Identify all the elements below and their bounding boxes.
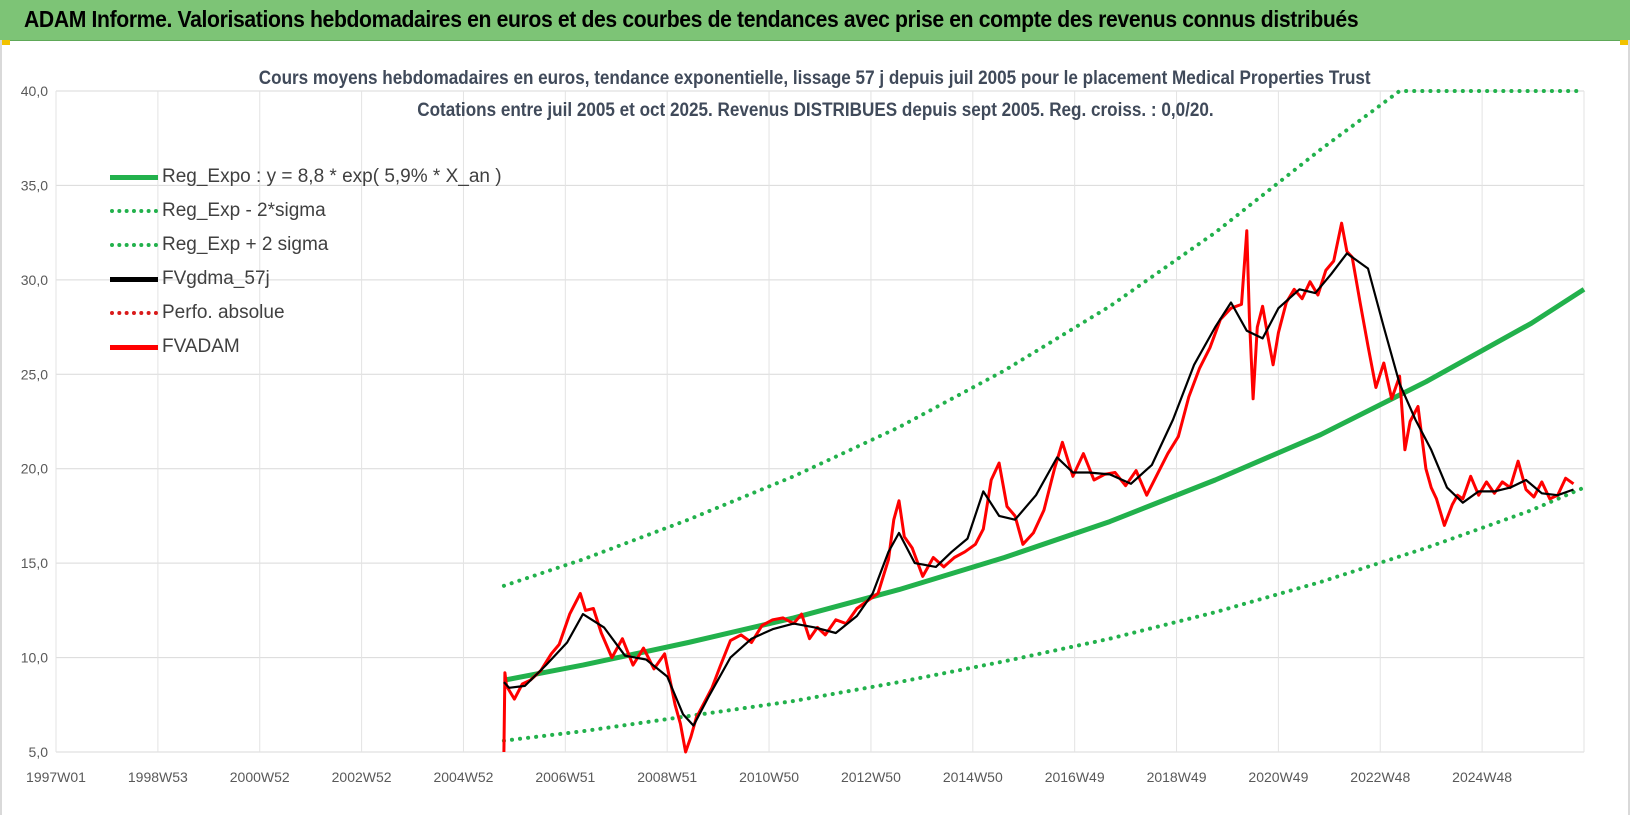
- series-line-0: [503, 287, 1586, 683]
- y-tick-label: 35,0: [21, 177, 48, 193]
- legend-item: Reg_Exp - 2*sigma: [110, 194, 502, 228]
- legend-item: Perfo. absolue: [110, 296, 502, 330]
- y-tick-label: 30,0: [21, 272, 48, 288]
- x-tick-label: 2010W50: [739, 769, 799, 785]
- series-line-1: [501, 485, 1586, 743]
- legend-swatch: [110, 311, 158, 315]
- series-line-3: [503, 252, 1574, 727]
- legend-label: Perfo. absolue: [162, 302, 285, 323]
- y-tick-label: 25,0: [21, 366, 48, 382]
- legend-item: Reg_Exp + 2 sigma: [110, 228, 502, 262]
- x-tick-label: 2014W50: [943, 769, 1003, 785]
- x-tick-label: 2002W52: [332, 769, 392, 785]
- corner-mark-right: [1620, 40, 1630, 45]
- x-tick-label: 2022W48: [1350, 769, 1410, 785]
- chart-subtitle: Cotations entre juil 2005 et oct 2025. R…: [416, 100, 1214, 121]
- legend-swatch: [110, 276, 158, 282]
- header-title: ADAM Informe. Valorisations hebdomadaire…: [24, 6, 1359, 32]
- chart-title: Cours moyens hebdomadaires en euros, ten…: [259, 68, 1371, 89]
- x-tick-label: 2016W49: [1045, 769, 1105, 785]
- legend-label: Reg_Exp - 2*sigma: [162, 200, 326, 221]
- x-tick-label: 2024W48: [1452, 769, 1512, 785]
- chart-legend: Reg_Expo : y = 8,8 * exp( 5,9% * X_an ) R…: [110, 160, 502, 364]
- legend-swatch: [110, 344, 158, 350]
- legend-swatch: [110, 209, 158, 213]
- x-tick-label: 2012W50: [841, 769, 901, 785]
- y-tick-label: 15,0: [21, 555, 48, 571]
- legend-label: FVgdma_57j: [162, 268, 270, 289]
- legend-label: FVADAM: [162, 336, 240, 357]
- series-line-5: [502, 221, 1575, 754]
- header-bar: ADAM Informe. Valorisations hebdomadaire…: [0, 0, 1630, 41]
- corner-mark-left: [0, 40, 10, 45]
- y-tick-label: 20,0: [21, 461, 48, 477]
- series-line-2: [501, 89, 1586, 588]
- x-tick-label: 2006W51: [535, 769, 595, 785]
- legend-swatch: [110, 243, 158, 247]
- y-tick-label: 10,0: [21, 650, 48, 666]
- x-tick-label: 1998W53: [128, 769, 188, 785]
- legend-swatch: [110, 174, 158, 180]
- legend-item: FVgdma_57j: [110, 262, 502, 296]
- y-tick-label: 5,0: [29, 744, 49, 760]
- legend-item: Reg_Expo : y = 8,8 * exp( 5,9% * X_an ): [110, 160, 502, 194]
- chart-frame: [0, 40, 1630, 815]
- legend-label: Reg_Exp + 2 sigma: [162, 234, 329, 255]
- x-tick-label: 1997W01: [26, 769, 86, 785]
- y-tick-label: 40,0: [21, 83, 48, 99]
- legend-label: Reg_Expo : y = 8,8 * exp( 5,9% * X_an ): [162, 166, 502, 187]
- x-tick-label: 2008W51: [637, 769, 697, 785]
- x-tick-label: 2018W49: [1147, 769, 1207, 785]
- legend-item: FVADAM: [110, 330, 502, 364]
- x-tick-label: 2020W49: [1248, 769, 1308, 785]
- x-tick-label: 2004W52: [433, 769, 493, 785]
- x-tick-label: 2000W52: [230, 769, 290, 785]
